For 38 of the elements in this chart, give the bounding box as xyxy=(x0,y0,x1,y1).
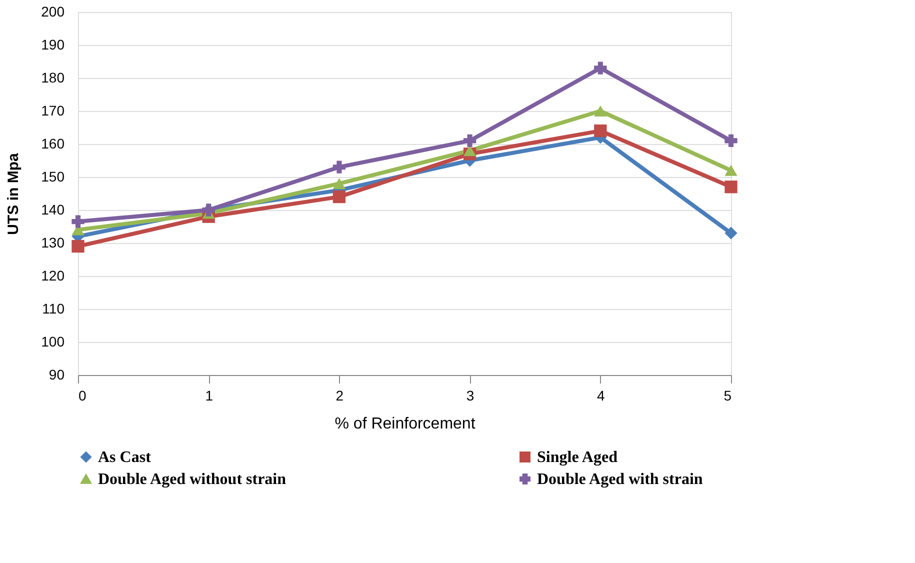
x-tick-label: 5 xyxy=(724,388,732,404)
y-tick-label: 170 xyxy=(41,102,65,118)
point xyxy=(594,106,607,116)
y-tick-label: 160 xyxy=(41,136,65,152)
x-tick-label: 2 xyxy=(336,388,344,404)
point xyxy=(724,164,738,176)
x-tick-label: 0 xyxy=(78,388,86,404)
point xyxy=(594,124,607,138)
legend-label: Double Aged without strain xyxy=(98,471,286,488)
point xyxy=(594,62,607,74)
x-axis-title: % of Reinforcement xyxy=(334,416,476,432)
legend-label: Single Aged xyxy=(537,449,618,466)
y-tick-label: 140 xyxy=(41,202,65,218)
point xyxy=(724,134,738,148)
x-tick-label: 4 xyxy=(597,388,605,404)
y-tick-label: 110 xyxy=(42,300,65,316)
point xyxy=(463,145,476,156)
point xyxy=(332,190,346,204)
legend-label: As Cast xyxy=(98,449,152,466)
x-tick-label: 1 xyxy=(205,388,214,404)
point xyxy=(72,215,84,228)
y-tick-label: 200 xyxy=(41,4,65,20)
point xyxy=(332,160,346,174)
y-tick-label: 120 xyxy=(41,268,65,284)
point xyxy=(724,180,738,194)
legend-label: Double Aged with strain xyxy=(537,471,703,488)
y-tick-label: 90 xyxy=(48,366,65,382)
y-tick-label: 190 xyxy=(41,36,65,52)
y-tick-label: 100 xyxy=(41,334,65,350)
y-tick-label: 150 xyxy=(41,168,65,184)
y-axis-title: UTS in Mpa xyxy=(5,152,22,235)
y-tick-label: 130 xyxy=(41,234,65,250)
x-tick-label: 3 xyxy=(466,388,474,404)
y-tick-label: 180 xyxy=(41,70,65,86)
point xyxy=(724,226,738,240)
point xyxy=(463,134,476,148)
point xyxy=(72,240,84,253)
point xyxy=(332,178,346,190)
